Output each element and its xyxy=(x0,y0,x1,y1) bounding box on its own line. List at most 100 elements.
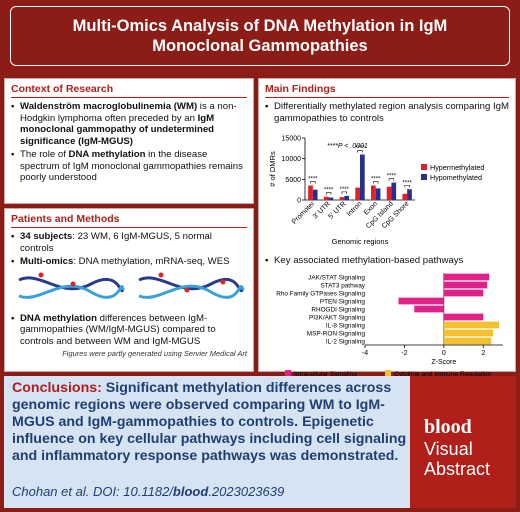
bar xyxy=(443,281,488,288)
context-box: Context of Research Waldenström macroglo… xyxy=(4,78,254,204)
x-tick-label: -2 xyxy=(401,350,407,357)
x-tick-label: 5' UTR xyxy=(328,200,348,220)
y-tick-label: Rho Family GTPases Signaling xyxy=(276,290,365,297)
bar xyxy=(355,187,360,200)
text-run: Differentially methylated region analysi… xyxy=(274,101,509,124)
stars: **** xyxy=(402,180,412,186)
x-tick-label: Promoter xyxy=(291,200,317,226)
bar xyxy=(402,193,408,200)
y-tick-label: PTEN Signaling xyxy=(320,298,366,305)
bracket xyxy=(310,181,316,184)
line2: Abstract xyxy=(424,459,491,479)
text-run: IgM monoclonal gammopathy of undetermine… xyxy=(20,112,215,147)
bar xyxy=(344,195,349,200)
bar xyxy=(414,305,444,312)
bullets: Waldenström macroglobulinemia (WM) is a … xyxy=(11,101,247,184)
text-run: : DNA methylation, mRNA-seq, WES xyxy=(73,256,230,267)
heading: Context of Research xyxy=(11,83,247,98)
legend-label: Intracellular Signaling xyxy=(294,371,357,378)
x-tick-label: Intron xyxy=(346,200,364,218)
bar xyxy=(375,188,381,200)
bar xyxy=(391,182,397,200)
x-label: Genomic regions xyxy=(332,237,389,246)
bullets: Differentially methylated region analysi… xyxy=(265,101,509,124)
y-tick-label: 5000 xyxy=(285,177,301,184)
text-run: .2023023639 xyxy=(208,484,285,499)
bracket xyxy=(388,178,395,181)
text-run: DNA methylation xyxy=(68,149,146,160)
text-run: Chohan et al. DOI: 10.1182/ xyxy=(12,484,173,499)
text-run: blood xyxy=(172,484,209,499)
y-tick-label: JAK/STAT Signaling xyxy=(308,274,365,281)
bracket xyxy=(357,150,363,153)
bar xyxy=(339,197,345,200)
legend-label: Hypermethylated xyxy=(430,163,484,172)
bar xyxy=(323,196,329,200)
legend-swatch xyxy=(421,164,427,170)
x-tick-label: 0 xyxy=(442,350,446,357)
bar xyxy=(443,329,494,336)
text-run: in the disease spectrum of IgM monoclona… xyxy=(20,149,243,183)
heading: Patients and Methods xyxy=(11,213,247,228)
y-tick-label: 0 xyxy=(297,198,301,205)
conclusions-box: Conclusions: Significant methylation dif… xyxy=(4,376,516,508)
patients-box: Patients and Methods 34 subjects: 23 WM,… xyxy=(4,208,254,372)
legend-swatch xyxy=(285,369,291,376)
bar xyxy=(360,154,365,200)
y-tick-label: STAT3 pathway xyxy=(320,282,365,289)
bullets: Key associated methylation-based pathway… xyxy=(265,255,509,267)
bracket xyxy=(325,192,332,195)
text-run: The role of xyxy=(20,149,69,160)
text-run: : 23 WM, 6 IgM-MGUS, 5 normal controls xyxy=(20,231,212,254)
stars: **** xyxy=(340,187,350,193)
bracket xyxy=(404,184,410,188)
text-run: DNA methylation xyxy=(20,312,97,324)
bar xyxy=(328,197,334,200)
conclusion-text: Conclusions: Significant methylation dif… xyxy=(12,380,412,465)
y-tick-label: PI3K/AKT Signaling xyxy=(309,314,365,321)
bar xyxy=(308,185,313,200)
stars: **** xyxy=(387,174,397,180)
y-tick-label: RHOGDI Signaling xyxy=(311,306,365,313)
bracket xyxy=(341,191,347,194)
bar xyxy=(312,189,318,200)
bracket xyxy=(373,181,379,184)
bullet: The role of DNA methylation in the disea… xyxy=(20,149,247,184)
bar xyxy=(398,297,444,304)
text-run: is a non-Hodgkin lymphoma often preceded… xyxy=(20,101,237,124)
x-tick-label: 2 xyxy=(481,350,485,357)
dmr-chart: 0 5000 10000 15000 # of DMRs Genomic regions *… xyxy=(268,136,484,247)
bullets: 34 subjects: 23 WM, 6 IgM-MGUS, 5 normal… xyxy=(11,231,247,268)
annotation: ****P < .0001 xyxy=(327,143,368,150)
legend-label: Cytokine and Immune Regulation xyxy=(394,371,492,378)
bar xyxy=(443,289,484,296)
legend-swatch xyxy=(421,174,427,180)
bar xyxy=(407,189,412,200)
stars: **** xyxy=(371,177,381,183)
bar xyxy=(443,313,484,320)
findings-box: Main Findings Differentially methylated … xyxy=(258,78,516,378)
heading: Main Findings xyxy=(265,83,509,98)
legend-label: Hypomethylated xyxy=(430,173,482,182)
title: Multi-Omics Analysis of DNA Methylation … xyxy=(10,6,510,66)
bar xyxy=(443,337,492,344)
x-tick-label: -4 xyxy=(362,350,368,357)
bullet: DNA methylation differences between IgM-… xyxy=(20,313,247,348)
bullet: Differentially methylated region analysi… xyxy=(274,101,509,124)
text-run: 34 subjects xyxy=(20,231,73,242)
stars: **** xyxy=(308,177,318,183)
brand: blood xyxy=(424,416,472,438)
y-tick-label: MSP-RON Signaling xyxy=(307,330,366,337)
text-run: Waldenström macroglobulinemia (WM) xyxy=(20,101,198,112)
x-label: Z-Score xyxy=(431,359,456,366)
text-run: differences between IgM-gammopathies (WM… xyxy=(20,312,216,347)
line1: Visual xyxy=(424,439,473,459)
dna-illustration xyxy=(18,272,245,299)
bar xyxy=(371,185,376,200)
text-run: Multi-omics xyxy=(20,256,74,267)
text-run: Key associated methylation-based pathway… xyxy=(274,255,464,266)
bullet: 34 subjects: 23 WM, 6 IgM-MGUS, 5 normal… xyxy=(20,231,247,254)
label: Conclusions: xyxy=(12,380,102,396)
